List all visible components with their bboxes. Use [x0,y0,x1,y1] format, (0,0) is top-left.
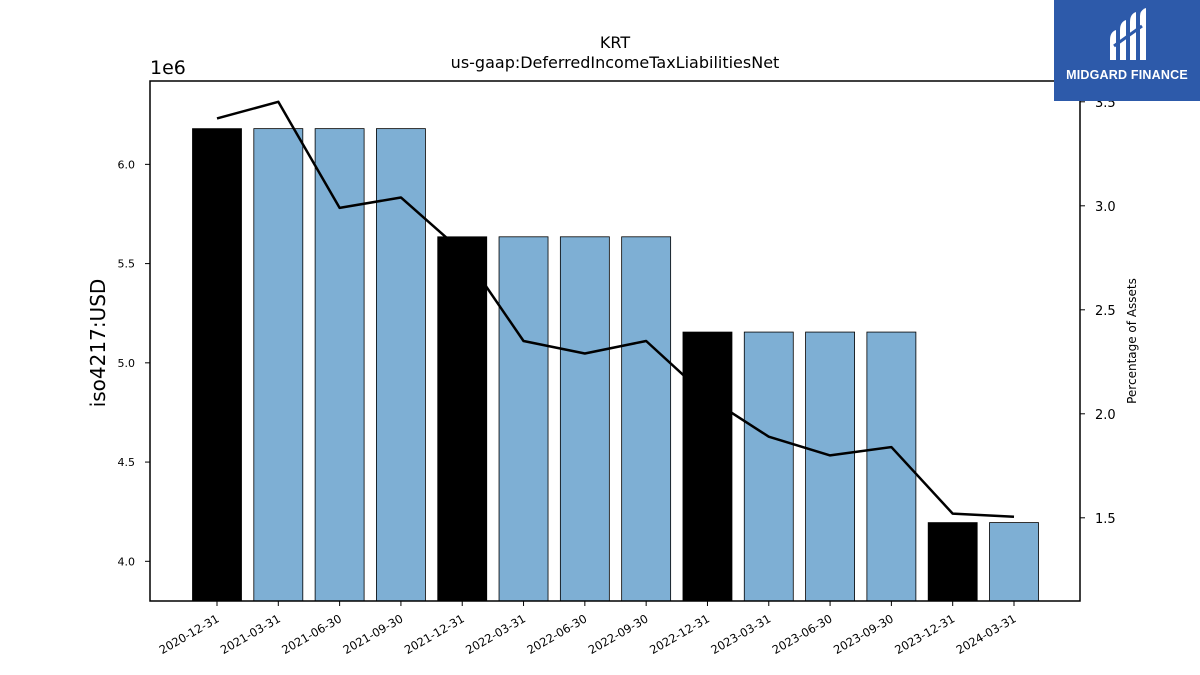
x-tick-label-2021-03-31: 2021-03-31 [218,611,283,657]
y-tick-label-2: 5.0 [118,357,136,370]
x-tick-label-2020-12-31: 2020-12-31 [157,611,222,657]
bar-2023-03-31 [743,331,794,602]
y-axis-offset-label: 1e6 [150,57,186,79]
x-tick-label-2023-06-30: 2023-06-30 [770,611,835,657]
x-tick-label-2022-12-31: 2022-12-31 [647,611,712,657]
chart-subtitle: us-gaap:DeferredIncomeTaxLiabilitiesNet [450,53,780,72]
bar-2023-12-31 [927,522,978,602]
bar-2021-06-30 [314,128,365,602]
y2-tick-label-2: 2.5 [1095,304,1116,319]
x-tick-label-2022-06-30: 2022-06-30 [524,611,589,657]
bar-2023-06-30 [805,331,855,602]
x-tick-label-2022-03-31: 2022-03-31 [463,611,528,657]
x-tick-label-2024-03-31: 2024-03-31 [954,611,1019,657]
bar-2021-03-31 [253,128,304,602]
y2-tick-label-1: 2.0 [1095,408,1116,423]
y2-tick-label-3: 3.0 [1095,200,1116,215]
y-tick-label-3: 5.5 [118,258,136,271]
y-tick-label-4: 6.0 [118,158,136,171]
bar-2024-03-31 [989,522,1039,602]
bar-2020-12-31 [192,128,242,602]
bar-2022-06-30 [559,236,610,602]
bar-2021-12-31 [437,236,488,602]
y2-tick-label-0: 1.5 [1095,512,1116,527]
bar-2022-03-31 [498,236,549,602]
bar-2022-09-30 [621,236,672,602]
x-tick-label-2023-09-30: 2023-09-30 [831,611,896,657]
x-tick-label-2021-09-30: 2021-09-30 [341,611,406,657]
x-tick-label-2021-06-30: 2021-06-30 [279,611,344,657]
logo-text: MIDGARD FINANCE [1066,68,1188,82]
y-tick-label-1: 4.5 [118,456,136,469]
y-tick-label-0: 4.0 [118,555,136,568]
logo-mark-icon [1110,8,1146,60]
x-tick-label-2023-03-31: 2023-03-31 [708,611,773,657]
bar-2021-09-30 [376,128,426,602]
x-tick-label-2022-09-30: 2022-09-30 [586,611,651,657]
chart-title: KRT [599,33,631,52]
y-axis-label: iso4217:USD [86,278,110,408]
x-tick-label-2023-12-31: 2023-12-31 [892,611,957,657]
bar-2022-12-31 [682,331,733,602]
brand-logo: MIDGARD FINANCE [1054,0,1200,101]
y2-axis-label: Percentage of Assets [1125,278,1139,404]
x-tick-label-2021-12-31: 2021-12-31 [402,611,467,657]
plot-frame [149,80,1081,602]
percentage-line [216,100,1015,519]
